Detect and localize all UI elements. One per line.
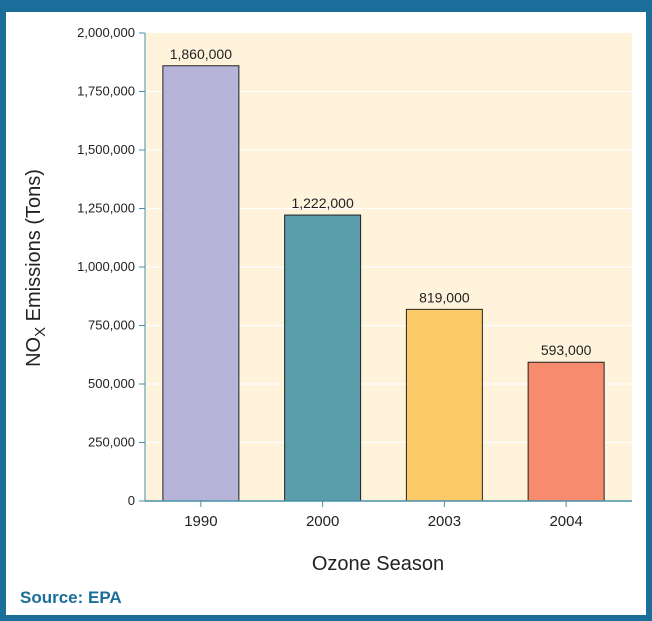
x-tick-label-2004: 2004 xyxy=(549,513,582,530)
y-axis-title: NOX Emissions (Tons) xyxy=(23,169,49,367)
bar-2004 xyxy=(527,361,605,502)
data-label-2000: 1,222,000 xyxy=(291,195,353,211)
y-tick-label: 0 xyxy=(128,493,135,508)
x-tick-label-2003: 2003 xyxy=(428,513,461,530)
bar-2000 xyxy=(284,214,362,502)
data-label-1990: 1,860,000 xyxy=(170,46,232,62)
data-label-2004: 593,000 xyxy=(541,342,592,358)
y-tick-label: 1,250,000 xyxy=(77,201,135,216)
y-tick-label: 750,000 xyxy=(88,318,135,333)
y-axis-title-rest: Emissions (Tons) xyxy=(23,169,45,327)
data-label-2003: 819,000 xyxy=(419,289,470,305)
x-axis-ticks: 1990 2000 2003 2004 xyxy=(184,501,583,530)
x-tick-label-1990: 1990 xyxy=(184,513,217,530)
y-tick-label: 500,000 xyxy=(88,376,135,391)
y-axis-ticks: 0 250,000 500,000 750,000 1,000,000 1,250,000… xyxy=(77,25,145,508)
y-tick-label: 250,000 xyxy=(88,435,135,450)
y-tick-label: 1,000,000 xyxy=(77,259,135,274)
bars: 1,860,000 1,222,000 819,000 593,000 xyxy=(162,46,605,502)
bar-2003 xyxy=(405,308,483,502)
bar-1990 xyxy=(162,65,240,502)
x-axis-title: Ozone Season xyxy=(312,553,444,575)
y-tick-label: 1,500,000 xyxy=(77,142,135,157)
y-axis-title-subscript: X xyxy=(32,327,49,337)
y-axis-title-main: NO xyxy=(23,337,45,367)
y-tick-label: 1,750,000 xyxy=(77,84,135,99)
source-caption: Source: EPA xyxy=(20,588,122,607)
x-tick-label-2000: 2000 xyxy=(306,513,339,530)
y-tick-label: 2,000,000 xyxy=(77,25,135,40)
